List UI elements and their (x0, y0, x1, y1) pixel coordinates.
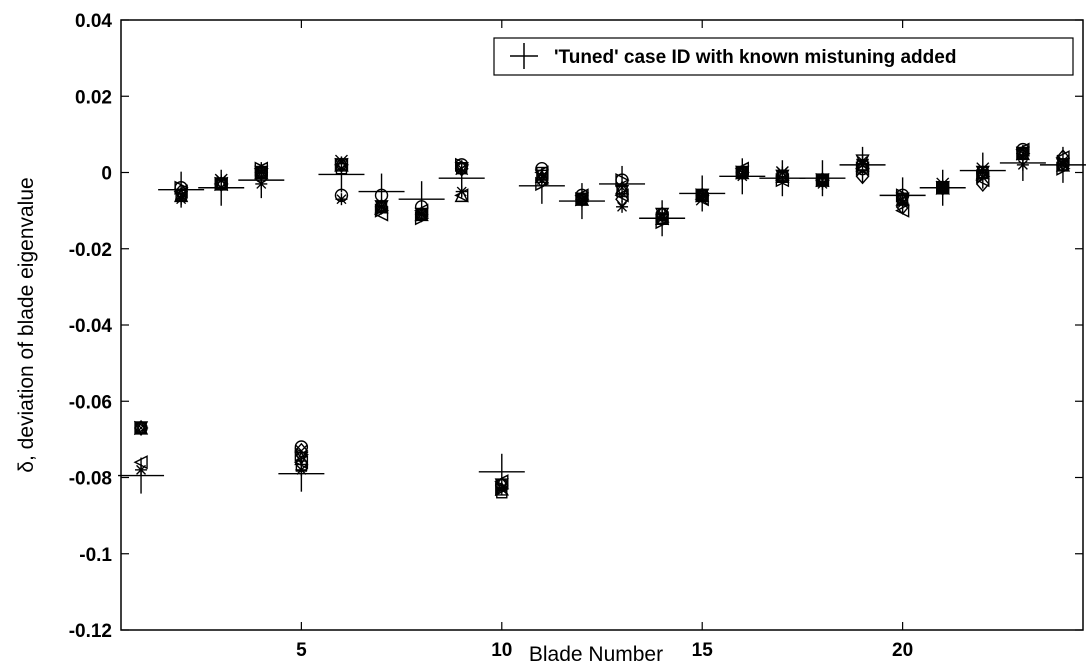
point-triangle-up (133, 420, 149, 435)
x-tick-label: 10 (491, 640, 512, 661)
y-tick-label: -0.02 (69, 240, 112, 261)
y-tick-label: 0.04 (75, 11, 112, 32)
legend-marker-plus (510, 43, 538, 69)
axis-ticks (121, 19, 1083, 631)
y-tick-label: -0.1 (79, 545, 112, 566)
point-triangle-up (414, 206, 429, 222)
point-x (134, 421, 148, 435)
point-plus (438, 160, 485, 197)
point-plus (478, 453, 525, 490)
point-plus (358, 173, 405, 210)
point-plus (999, 144, 1046, 181)
legend-label: 'Tuned' case ID with known mistuning add… (554, 47, 956, 68)
point-plus (318, 156, 365, 193)
point-diamond (855, 168, 870, 185)
point-plus (398, 181, 445, 218)
y-tick-label: -0.06 (69, 392, 112, 413)
y-axis-label: δ, deviation of blade eigenvalue (15, 177, 38, 472)
data-markers (118, 142, 1086, 499)
y-tick-label: -0.12 (69, 621, 112, 642)
x-tick-label: 15 (692, 640, 714, 661)
legend: 'Tuned' case ID with known mistuning add… (493, 37, 1074, 76)
y-tick-label: -0.08 (69, 469, 112, 490)
point-diamond (975, 175, 990, 193)
y-tick-label: 0 (101, 164, 112, 185)
point-plus (158, 171, 205, 208)
point-x (294, 444, 308, 458)
point-plus (679, 175, 726, 212)
x-axis-label: Blade Number (529, 643, 663, 666)
point-plus (518, 167, 565, 204)
x-tick-label: 5 (296, 640, 307, 661)
x-tick-labels: 5 10 15 20 (296, 640, 913, 661)
point-star (335, 193, 348, 206)
point-plus (558, 183, 605, 220)
point-plus (238, 162, 285, 199)
point-plus (278, 455, 325, 492)
point-plus (879, 177, 926, 214)
point-plus (599, 165, 646, 202)
point-plus (1039, 146, 1086, 183)
point-plus (919, 169, 966, 206)
point-triangle-up (374, 199, 389, 214)
x-tick-label: 20 (892, 640, 913, 661)
point-plus (719, 158, 766, 195)
y-tick-label: 0.02 (75, 87, 112, 108)
y-tick-label: -0.04 (69, 316, 113, 337)
point-plus (959, 152, 1006, 189)
point-plus (759, 160, 806, 197)
legend-box (493, 37, 1074, 76)
point-triangle-up (494, 481, 509, 496)
plot-frame (120, 19, 1084, 631)
y-tick-labels: -0.12 -0.1 -0.08 -0.06 -0.04 -0.02 0 0.02 0.04 (69, 11, 113, 642)
point-plus (639, 200, 686, 237)
point-plus (839, 146, 886, 183)
point-plus (799, 160, 846, 197)
point-triangle-up (454, 187, 469, 203)
point-plus (198, 169, 245, 206)
point-plus (118, 457, 165, 494)
